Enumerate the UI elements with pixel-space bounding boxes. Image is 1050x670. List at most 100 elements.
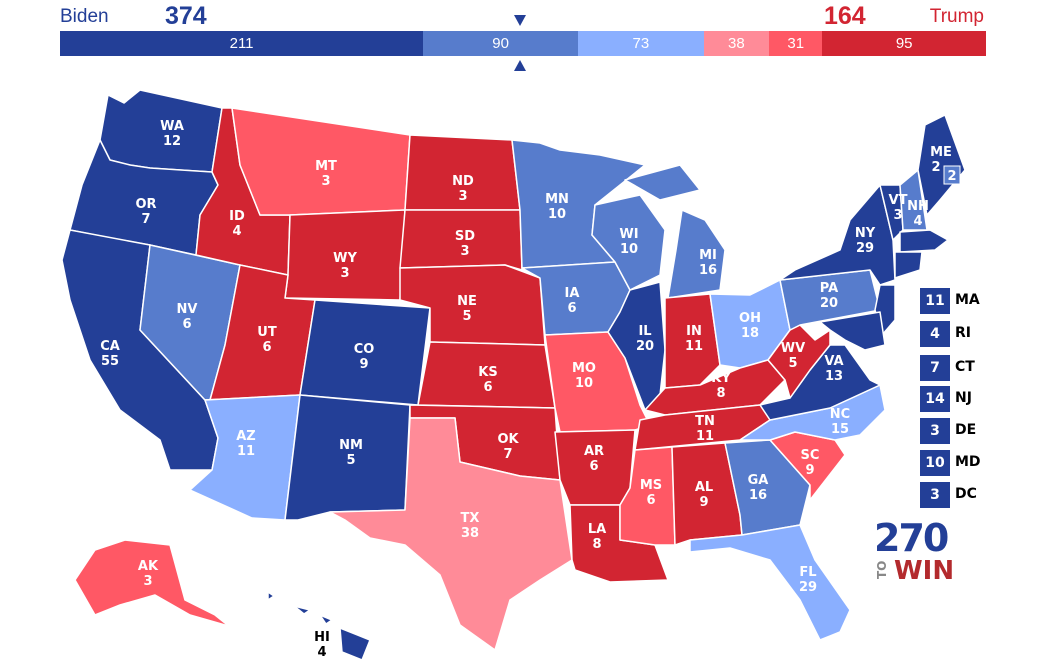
state-label-KS: KS bbox=[478, 365, 497, 380]
state-label-OR: OR bbox=[135, 197, 156, 212]
state-MD-DE[interactable] bbox=[819, 311, 886, 351]
small-state-CT[interactable]: 7 CT bbox=[920, 355, 1050, 381]
small-state-abbr-CT: CT bbox=[955, 359, 975, 375]
state-ev-CA: 55 bbox=[101, 354, 119, 369]
small-state-abbr-MA: MA bbox=[955, 292, 980, 308]
trump-name: Trump bbox=[929, 6, 984, 27]
small-state-MA[interactable]: 11 MA bbox=[920, 288, 1050, 314]
small-state-abbr-DC: DC bbox=[955, 486, 977, 502]
small-state-ev-NJ: 14 bbox=[920, 386, 950, 412]
logo-number: 270 bbox=[874, 516, 949, 560]
small-state-abbr-NJ: NJ bbox=[955, 390, 972, 406]
270towin-logo[interactable]: 270 TO WIN bbox=[874, 516, 954, 586]
state-ev-ID: 4 bbox=[232, 224, 241, 239]
state-label-TX: TX bbox=[461, 511, 480, 526]
state-ev-SD: 3 bbox=[460, 244, 469, 259]
small-state-DE[interactable]: 3 DE bbox=[920, 418, 1050, 444]
biden-total: 374 bbox=[165, 2, 207, 30]
logo-to: TO bbox=[875, 560, 889, 579]
state-HI[interactable] bbox=[267, 591, 371, 661]
small-state-abbr-MD: MD bbox=[955, 454, 981, 470]
state-TX[interactable] bbox=[329, 417, 573, 651]
state-ev-GA: 16 bbox=[749, 488, 767, 503]
state-ev-MI: 16 bbox=[699, 263, 717, 278]
270-marker-down-icon bbox=[514, 15, 526, 26]
state-ev-MN: 10 bbox=[548, 207, 566, 222]
state-label-VT: VT bbox=[889, 193, 908, 208]
state-ev-ND: 3 bbox=[458, 189, 467, 204]
state-ev-OH: 18 bbox=[741, 326, 759, 341]
state-ev-WY: 3 bbox=[340, 266, 349, 281]
small-state-ev-RI: 4 bbox=[920, 321, 950, 347]
state-NY[interactable] bbox=[779, 184, 896, 286]
state-ev-WA: 12 bbox=[163, 134, 181, 149]
state-label-UT: UT bbox=[257, 325, 277, 340]
state-ev-KS: 6 bbox=[483, 380, 492, 395]
small-state-RI[interactable]: 4 RI bbox=[920, 321, 1050, 347]
state-label-IA: IA bbox=[565, 286, 580, 301]
state-label-AR: AR bbox=[584, 444, 604, 459]
state-label-MS: MS bbox=[640, 478, 662, 493]
state-ev-MT: 3 bbox=[321, 174, 330, 189]
state-AK[interactable] bbox=[74, 539, 241, 636]
state-label-IL: IL bbox=[638, 324, 651, 339]
state-label-NE: NE bbox=[457, 294, 477, 309]
state-label-SC: SC bbox=[801, 448, 820, 463]
bar-segment-lean-r[interactable]: 31 bbox=[769, 31, 823, 56]
state-label-ME: ME bbox=[930, 145, 952, 160]
state-MA[interactable] bbox=[899, 229, 949, 253]
small-state-ev-CT: 7 bbox=[920, 355, 950, 381]
state-ev-AZ: 11 bbox=[237, 444, 255, 459]
bar-segment-lean-d[interactable]: 73 bbox=[578, 31, 704, 56]
state-ev-UT: 6 bbox=[262, 340, 271, 355]
state-MI[interactable] bbox=[624, 164, 726, 299]
state-WI[interactable] bbox=[591, 194, 666, 291]
small-state-MD[interactable]: 10 MD bbox=[920, 450, 1050, 476]
trump-total: 164 bbox=[824, 2, 866, 30]
bar-segment-likely-d[interactable]: 90 bbox=[423, 31, 579, 56]
state-ev-MO: 10 bbox=[575, 376, 593, 391]
state-label-NY: NY bbox=[855, 226, 876, 241]
state-ev-SC: 9 bbox=[805, 463, 814, 478]
state-label-GA: GA bbox=[748, 473, 769, 488]
small-state-abbr-DE: DE bbox=[955, 422, 977, 438]
state-CT[interactable] bbox=[894, 251, 923, 279]
state-ev-LA: 8 bbox=[592, 537, 601, 552]
state-ev-WV: 5 bbox=[788, 356, 797, 371]
state-label-ND: ND bbox=[452, 174, 474, 189]
state-ev-NE: 5 bbox=[462, 309, 471, 324]
state-ev-IA: 6 bbox=[567, 301, 576, 316]
state-label-PA: PA bbox=[820, 281, 838, 296]
state-label-OK: OK bbox=[497, 432, 519, 447]
state-FL[interactable] bbox=[689, 524, 851, 641]
small-state-DC[interactable]: 3 DC bbox=[920, 482, 1050, 508]
bar-segment-safe-r[interactable]: 95 bbox=[822, 31, 986, 56]
state-ev-IN: 11 bbox=[685, 339, 703, 354]
state-ev-NY: 29 bbox=[856, 241, 874, 256]
state-ME[interactable] bbox=[917, 114, 966, 216]
small-state-NJ[interactable]: 14 NJ bbox=[920, 386, 1050, 412]
state-ev-MS: 6 bbox=[646, 493, 655, 508]
state-label-TN: TN bbox=[695, 414, 715, 429]
small-state-ev-MD: 10 bbox=[920, 450, 950, 476]
state-ev-HI: 4 bbox=[317, 645, 326, 660]
bar-segment-tilt-r[interactable]: 38 bbox=[703, 31, 770, 56]
state-WY[interactable] bbox=[284, 209, 406, 301]
state-ev-VA: 13 bbox=[825, 369, 843, 384]
state-label-KY: KY bbox=[711, 371, 731, 386]
state-ev-AL: 9 bbox=[699, 495, 708, 510]
state-label-OH: OH bbox=[739, 311, 761, 326]
state-ev-ME: 2 bbox=[931, 160, 940, 175]
state-label-ID: ID bbox=[229, 209, 245, 224]
small-state-abbr-RI: RI bbox=[955, 325, 971, 341]
header: Biden 374 164 Trump 211 90 73 38 31 95 bbox=[0, 0, 1050, 80]
small-state-ev-DE: 3 bbox=[920, 418, 950, 444]
maine-district-box[interactable] bbox=[943, 165, 961, 185]
state-ev-AK: 3 bbox=[143, 574, 152, 589]
state-ev-OR: 7 bbox=[141, 212, 150, 227]
bar-segment-safe-d[interactable]: 211 bbox=[60, 31, 424, 56]
state-ev-TN: 11 bbox=[696, 429, 714, 444]
state-ev-AR: 6 bbox=[589, 459, 598, 474]
state-label-MN: MN bbox=[545, 192, 569, 207]
